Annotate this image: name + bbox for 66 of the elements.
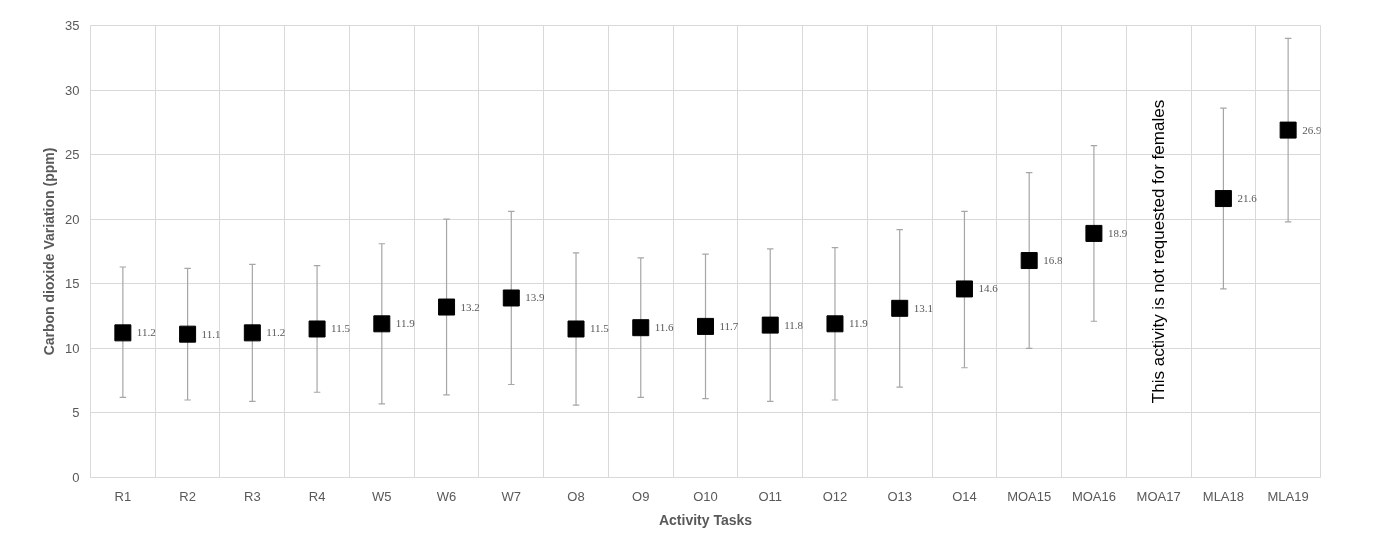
data-label: 13.9	[525, 291, 546, 304]
data-label: 13.2	[460, 300, 480, 313]
x-tick-label: O11	[758, 488, 783, 504]
x-tick-label: W6	[436, 488, 457, 504]
x-tick-label: MOA17	[1136, 488, 1181, 504]
point	[179, 325, 197, 343]
y-tick-label: 5	[72, 405, 80, 421]
point	[502, 289, 520, 307]
point	[308, 320, 326, 338]
x-tick-label: MOA16	[1071, 488, 1116, 504]
data-label: 26.9	[1302, 123, 1322, 136]
point	[891, 299, 909, 317]
data-label: 13.1	[913, 301, 933, 314]
point	[1279, 121, 1297, 139]
data-label: 21.6	[1237, 192, 1258, 205]
x-tick-label: O10	[693, 488, 718, 504]
x-tick-label: MLA18	[1202, 488, 1244, 504]
x-tick-label: R3	[244, 488, 261, 504]
point	[243, 324, 261, 342]
x-tick-label: O14	[952, 488, 977, 504]
data-label: 11.2	[136, 326, 156, 339]
x-tick-label: O13	[887, 488, 912, 504]
x-tick-label: W7	[501, 488, 522, 504]
y-tick-label: 15	[65, 276, 80, 292]
point	[1020, 252, 1038, 270]
x-tick-label: MOA15	[1007, 488, 1052, 504]
data-label: 16.8	[1043, 254, 1063, 267]
x-axis-title: Activity Tasks	[658, 511, 753, 528]
point	[761, 316, 779, 334]
y-tick-label: 35	[65, 18, 80, 33]
x-tick-label: MLA19	[1267, 488, 1309, 504]
x-tick-label: R2	[179, 488, 196, 504]
data-label: 18.9	[1107, 226, 1128, 239]
point	[438, 298, 456, 316]
point	[1214, 190, 1232, 208]
data-label: 11.5	[331, 322, 351, 335]
y-tick-label: 0	[72, 470, 80, 485]
data-label: 11.6	[654, 321, 675, 334]
y-tick-label: 10	[65, 340, 80, 356]
data-label: 11.5	[590, 322, 610, 335]
data-label: 11.1	[201, 327, 221, 340]
data-label: 14.6	[978, 282, 999, 295]
data-label: 11.9	[395, 317, 416, 330]
point	[826, 315, 844, 333]
point	[632, 319, 650, 337]
point	[1085, 224, 1103, 242]
x-tick-label: O9	[632, 488, 650, 504]
data-label: 11.2	[266, 326, 286, 339]
y-tick-label: 25	[65, 147, 80, 163]
y-tick-label: 20	[65, 211, 80, 227]
point	[373, 315, 391, 333]
data-label: 11.9	[848, 317, 869, 330]
y-axis-title: Carbon dioxide Variation (ppm)	[41, 147, 58, 356]
x-tick-label: O12	[822, 488, 848, 504]
point	[567, 320, 585, 338]
x-tick-label: O8	[567, 488, 585, 504]
point	[955, 280, 973, 298]
point	[114, 324, 132, 342]
data-label: 11.7	[719, 319, 739, 332]
data-label: 11.8	[784, 318, 804, 331]
point	[697, 317, 714, 335]
x-tick-label: W5	[372, 488, 392, 504]
annotation: This activity is not requested for females	[1149, 99, 1169, 404]
x-tick-label: R1	[114, 488, 132, 504]
y-tick-label: 30	[65, 82, 80, 98]
x-tick-label: R4	[308, 488, 326, 504]
